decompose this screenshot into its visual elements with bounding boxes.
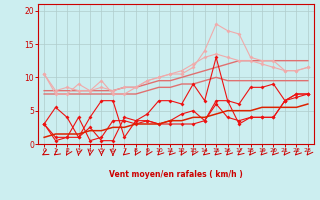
X-axis label: Vent moyen/en rafales ( km/h ): Vent moyen/en rafales ( km/h ) [109,170,243,179]
